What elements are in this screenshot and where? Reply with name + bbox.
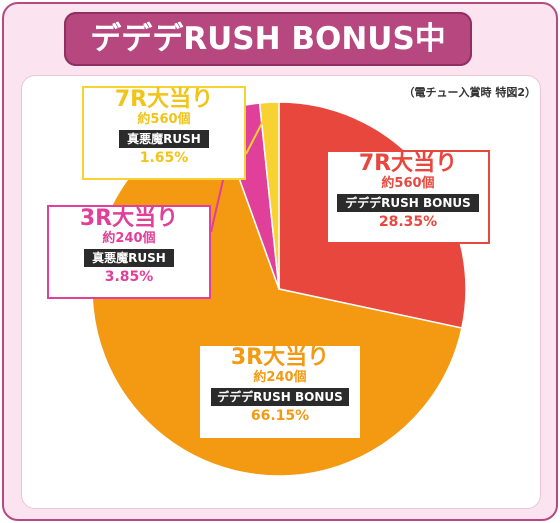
slice-percent: 1.65% <box>139 150 189 166</box>
slice-sub: 約240個 <box>102 231 156 246</box>
slice-percent: 3.85% <box>104 269 154 285</box>
slice-title: 7R大当り <box>114 87 214 112</box>
slice-sub: 約560個 <box>381 176 435 191</box>
slice-mode: 真悪魔RUSH <box>84 249 174 267</box>
leader-line-yellow <box>245 107 271 155</box>
slice-mode: 真悪魔RUSH <box>119 130 209 148</box>
slice-label-7r-dedede: 7R大当り 約560個 デデデRUSH BONUS 28.35% <box>326 150 490 244</box>
slice-mode: デデデRUSH BONUS <box>211 388 349 406</box>
chart-note: （電チュー入賞時 特図2） <box>403 86 536 99</box>
slice-label-3r-shinakuma: 3R大当り 約240個 真悪魔RUSH 3.85% <box>47 205 211 299</box>
slice-label-3r-dedede: 3R大当り 約240個 デデデRUSH BONUS 66.15% <box>200 346 360 438</box>
slice-title: 3R大当り <box>230 345 330 370</box>
slice-7r-shinakuma <box>258 101 280 290</box>
page-title: デデデRUSH BONUS中 <box>64 12 472 66</box>
slice-percent: 28.35% <box>378 214 438 230</box>
slice-percent: 66.15% <box>250 408 310 424</box>
slice-sub: 約240個 <box>253 370 307 385</box>
slice-title: 3R大当り <box>79 206 179 231</box>
slice-3r-dedede <box>91 112 463 477</box>
slice-title: 7R大当り <box>358 151 458 176</box>
slice-mode: デデデRUSH BONUS <box>337 194 479 212</box>
slice-sub: 約560個 <box>137 112 191 127</box>
slice-label-7r-shinakuma: 7R大当り 約560個 真悪魔RUSH 1.65% <box>82 86 246 180</box>
